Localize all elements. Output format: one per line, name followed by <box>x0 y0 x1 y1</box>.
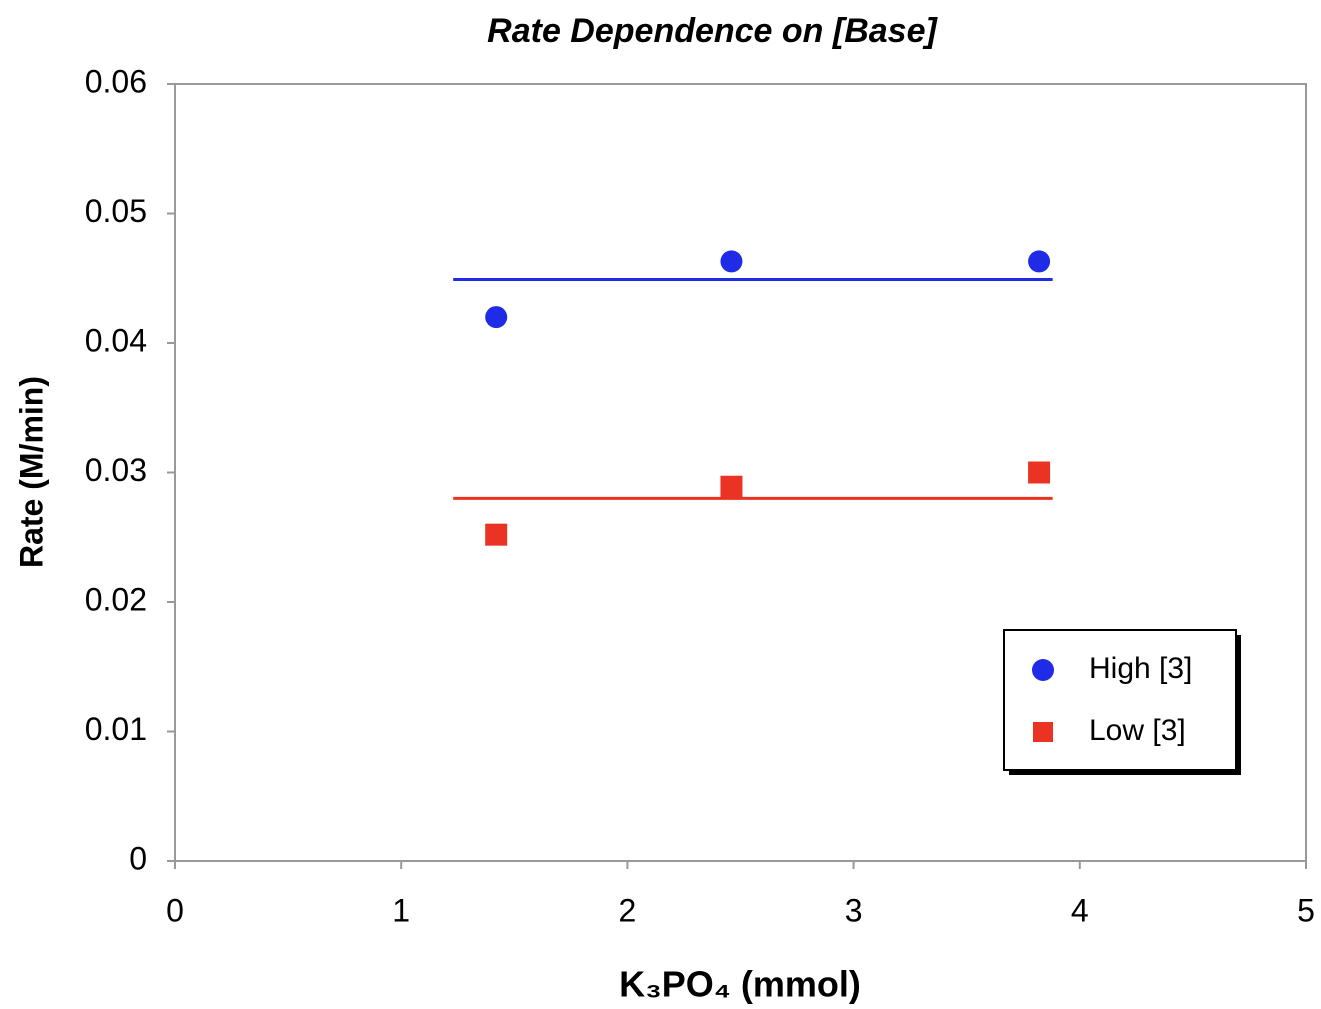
data-point <box>485 523 508 546</box>
chart-title: Rate Dependence on [Base] <box>487 12 938 50</box>
legend-label: High [3] <box>1089 652 1192 685</box>
x-tick-label: 4 <box>1071 892 1089 928</box>
x-tick-label: 5 <box>1297 892 1315 928</box>
data-point <box>1028 461 1051 484</box>
x-tick-label: 3 <box>845 892 863 928</box>
data-point <box>1028 250 1051 273</box>
y-axis-label: Rate (M/min) <box>13 376 49 568</box>
y-tick-label: 0.01 <box>85 711 147 747</box>
y-tick-label: 0.05 <box>85 193 147 229</box>
y-tick-label: 0 <box>129 840 147 876</box>
legend-box <box>1003 629 1237 771</box>
data-point <box>485 306 508 329</box>
y-tick-label: 0.06 <box>85 63 147 99</box>
y-tick-label: 0.02 <box>85 581 147 617</box>
legend-swatch <box>1033 722 1053 742</box>
x-tick-label: 1 <box>392 892 410 928</box>
y-tick-label: 0.03 <box>85 452 147 488</box>
x-tick-label: 0 <box>166 892 184 928</box>
legend-label: Low [3] <box>1089 714 1186 747</box>
data-point <box>720 250 743 273</box>
legend: High [3] Low [3] <box>1003 629 1241 775</box>
legend-swatch <box>1032 659 1054 681</box>
x-tick-label: 2 <box>619 892 637 928</box>
x-axis-label: K₃PO₄ (mmol) <box>619 964 861 1005</box>
y-tick-label: 0.04 <box>85 322 147 358</box>
data-point <box>720 475 743 498</box>
